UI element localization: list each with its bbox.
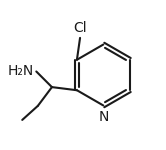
Text: H₂N: H₂N — [8, 64, 34, 78]
Text: N: N — [99, 110, 109, 124]
Text: Cl: Cl — [73, 21, 87, 35]
